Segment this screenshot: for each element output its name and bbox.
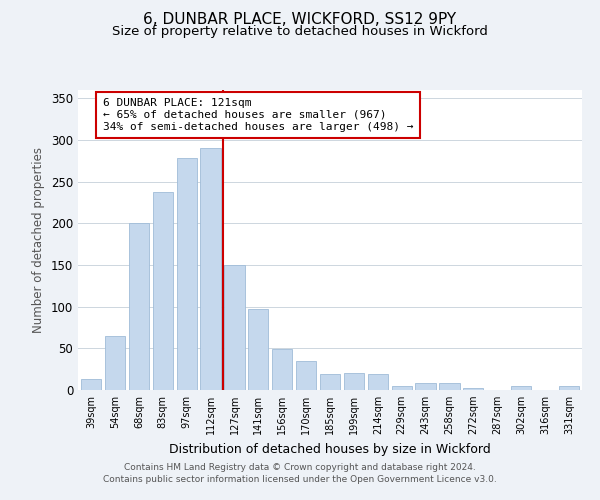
Bar <box>368 374 388 390</box>
Bar <box>344 374 364 390</box>
Bar <box>200 148 221 390</box>
Bar <box>129 224 149 390</box>
Bar <box>248 309 268 390</box>
Bar <box>224 265 245 390</box>
Bar <box>81 379 101 390</box>
Text: 6 DUNBAR PLACE: 121sqm
← 65% of detached houses are smaller (967)
34% of semi-de: 6 DUNBAR PLACE: 121sqm ← 65% of detached… <box>103 98 413 132</box>
Bar <box>152 192 173 390</box>
Text: Size of property relative to detached houses in Wickford: Size of property relative to detached ho… <box>112 25 488 38</box>
X-axis label: Distribution of detached houses by size in Wickford: Distribution of detached houses by size … <box>169 442 491 456</box>
Bar <box>320 374 340 390</box>
Bar <box>463 388 484 390</box>
Bar <box>511 386 531 390</box>
Text: Contains HM Land Registry data © Crown copyright and database right 2024.: Contains HM Land Registry data © Crown c… <box>124 462 476 471</box>
Bar <box>272 349 292 390</box>
Text: 6, DUNBAR PLACE, WICKFORD, SS12 9PY: 6, DUNBAR PLACE, WICKFORD, SS12 9PY <box>143 12 457 28</box>
Text: Contains public sector information licensed under the Open Government Licence v3: Contains public sector information licen… <box>103 475 497 484</box>
Bar <box>105 336 125 390</box>
Bar <box>392 386 412 390</box>
Bar <box>176 158 197 390</box>
Bar <box>559 386 579 390</box>
Bar <box>415 384 436 390</box>
Bar <box>296 361 316 390</box>
Y-axis label: Number of detached properties: Number of detached properties <box>32 147 46 333</box>
Bar <box>439 384 460 390</box>
